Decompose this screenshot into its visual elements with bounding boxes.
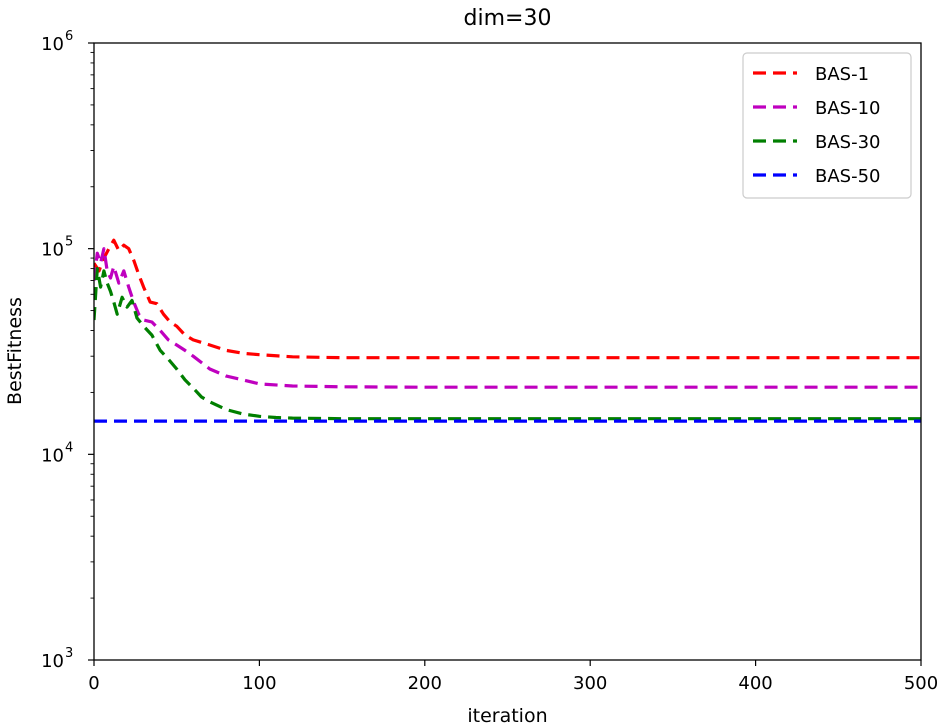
x-tick-label: 500 — [904, 673, 938, 694]
y-tick-exponent: 5 — [65, 235, 73, 250]
y-tick-label: 10 — [41, 651, 64, 672]
x-ticks: 0 100 200 300 400 500 — [88, 660, 938, 694]
y-tick-label: 10 — [41, 240, 64, 261]
y-tick-base: 10 — [41, 651, 64, 672]
y-tick-base: 10 — [41, 445, 64, 466]
x-tick-label: 400 — [738, 673, 772, 694]
y-tick-exponent: 6 — [65, 29, 73, 44]
series-line-bas-30 — [94, 267, 921, 421]
y-tick-exponent: 3 — [65, 646, 73, 661]
series-line-bas-10 — [94, 247, 921, 389]
y-axis-label: BestFitness — [4, 297, 26, 405]
x-tick-label: 0 — [88, 673, 99, 694]
legend: BAS-1 BAS-10 BAS-30 BAS-50 — [742, 52, 912, 199]
series-layer — [94, 238, 921, 423]
x-axis-label: iteration — [467, 705, 547, 727]
chart-title: dim=30 — [464, 6, 552, 31]
y-tick-base: 10 — [41, 240, 64, 261]
x-tick-label: 100 — [242, 673, 276, 694]
legend-label: BAS-10 — [815, 98, 881, 119]
legend-box — [742, 52, 912, 199]
x-tick-label: 200 — [408, 673, 442, 694]
series-line-bas-1 — [94, 238, 921, 360]
legend-label: BAS-1 — [815, 64, 869, 85]
legend-label: BAS-50 — [815, 166, 881, 187]
legend-label: BAS-30 — [815, 132, 881, 153]
plot-frame — [93, 42, 922, 661]
y-tick-base: 10 — [41, 34, 64, 55]
y-tick-label: 10 — [41, 445, 64, 466]
x-tick-label: 300 — [573, 673, 607, 694]
y-tick-exponent: 4 — [65, 440, 73, 455]
y-tick-label: 10 — [41, 34, 64, 55]
